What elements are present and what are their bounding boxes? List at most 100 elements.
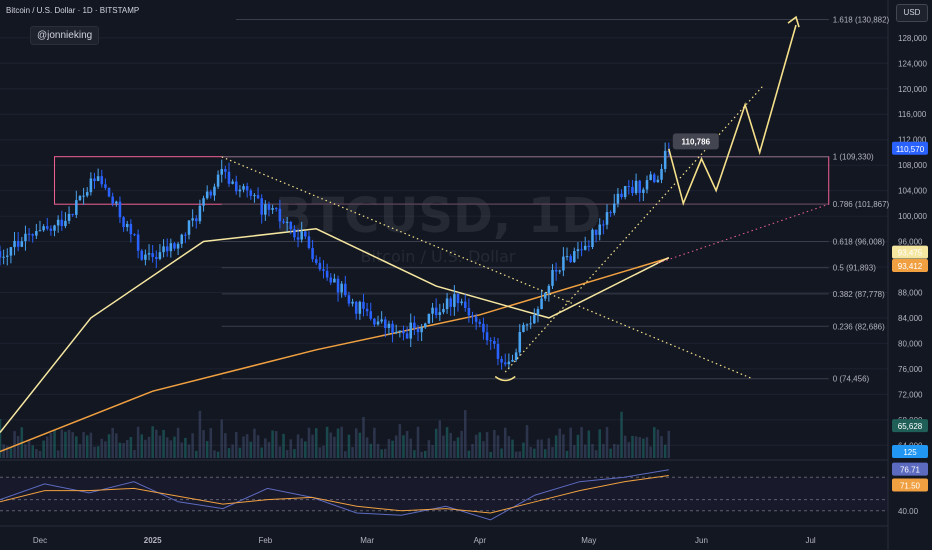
candle-body[interactable] [351,301,354,304]
candle-body[interactable] [20,241,24,247]
candle-body[interactable] [613,203,616,213]
candle-body[interactable] [82,195,85,197]
candle-body[interactable] [605,212,609,225]
candle-body[interactable] [304,231,307,237]
candle-body[interactable] [493,340,496,344]
candle-body[interactable] [213,186,216,196]
candle-body[interactable] [623,186,627,198]
candle-body[interactable] [238,189,242,192]
candle-body[interactable] [195,218,198,222]
candle-body[interactable] [9,247,13,256]
candle-body[interactable] [645,180,649,190]
candle-body[interactable] [264,204,267,215]
candle-body[interactable] [42,226,45,231]
candle-body[interactable] [140,250,144,260]
candle-body[interactable] [631,186,634,194]
candle-body[interactable] [376,321,380,325]
candle-body[interactable] [533,315,536,324]
candle-body[interactable] [191,218,194,221]
rsi-signal-line[interactable] [0,475,669,514]
candle-body[interactable] [660,168,663,180]
candle-body[interactable] [300,231,303,240]
candle-body[interactable] [151,253,154,257]
candle-body[interactable] [478,321,482,324]
rsi-line[interactable] [0,469,669,521]
candle-body[interactable] [158,252,162,259]
candle-body[interactable] [365,308,369,312]
candle-body[interactable] [434,307,438,315]
candle-body[interactable] [642,189,645,193]
candle-body[interactable] [500,358,503,363]
candle-body[interactable] [394,331,398,333]
candle-body[interactable] [373,318,376,325]
candle-body[interactable] [634,180,638,194]
candle-body[interactable] [384,319,387,329]
candle-body[interactable] [27,233,31,235]
candle-body[interactable] [616,193,620,204]
candle-body[interactable] [147,253,151,255]
candle-body[interactable] [35,231,38,236]
candle-body[interactable] [129,223,133,235]
candle-body[interactable] [180,234,184,244]
candle-body[interactable] [423,323,427,328]
candle-body[interactable] [398,330,402,332]
candle-body[interactable] [551,269,554,286]
candle-body[interactable] [93,178,96,181]
candle-body[interactable] [580,249,583,251]
candle-body[interactable] [453,294,456,307]
candle-body[interactable] [427,313,431,324]
candle-body[interactable] [267,204,271,210]
candle-body[interactable] [507,361,511,365]
candle-body[interactable] [165,246,169,252]
projection-path[interactable] [668,24,797,206]
candle-body[interactable] [274,208,278,210]
candle-body[interactable] [75,200,78,215]
candle-body[interactable] [224,169,227,172]
candle-body[interactable] [260,198,263,215]
candle-body[interactable] [438,312,442,315]
candle-body[interactable] [125,223,129,228]
candle-body[interactable] [413,322,416,329]
candle-body[interactable] [387,323,391,329]
candle-body[interactable] [405,333,409,339]
candle-body[interactable] [187,220,191,235]
candle-body[interactable] [96,176,100,181]
candle-body[interactable] [602,224,605,226]
candle-body[interactable] [489,340,492,342]
candle-body[interactable] [460,301,463,304]
candle-body[interactable] [202,198,205,206]
candle-body[interactable] [205,191,209,199]
candle-body[interactable] [307,236,311,249]
candle-body[interactable] [216,174,220,187]
candle-body[interactable] [442,309,445,313]
candle-body[interactable] [329,277,333,283]
candle-body[interactable] [652,174,656,183]
candle-body[interactable] [511,359,514,362]
candle-body[interactable] [64,220,67,227]
candle-body[interactable] [583,245,587,250]
candle-body[interactable] [78,196,82,201]
candle-body[interactable] [522,324,525,332]
candle-body[interactable] [45,226,49,229]
candle-body[interactable] [609,212,612,214]
candle-body[interactable] [420,327,423,333]
candle-body[interactable] [482,323,485,333]
candle-body[interactable] [249,190,253,196]
candle-body[interactable] [253,195,256,197]
candle-body[interactable] [162,246,165,253]
candle-body[interactable] [173,243,176,249]
candle-body[interactable] [198,205,202,222]
currency-button[interactable]: USD [896,4,928,22]
candle-body[interactable] [573,251,576,263]
candle-body[interactable] [620,193,623,198]
candle-body[interactable] [16,240,20,247]
ma-fast-line[interactable] [0,228,670,433]
candle-body[interactable] [169,243,173,252]
candle-body[interactable] [104,184,107,188]
candle-body[interactable] [133,234,136,236]
candle-body[interactable] [627,186,631,188]
candle-body[interactable] [107,187,111,197]
candle-body[interactable] [431,307,434,314]
candle-body[interactable] [111,196,114,204]
